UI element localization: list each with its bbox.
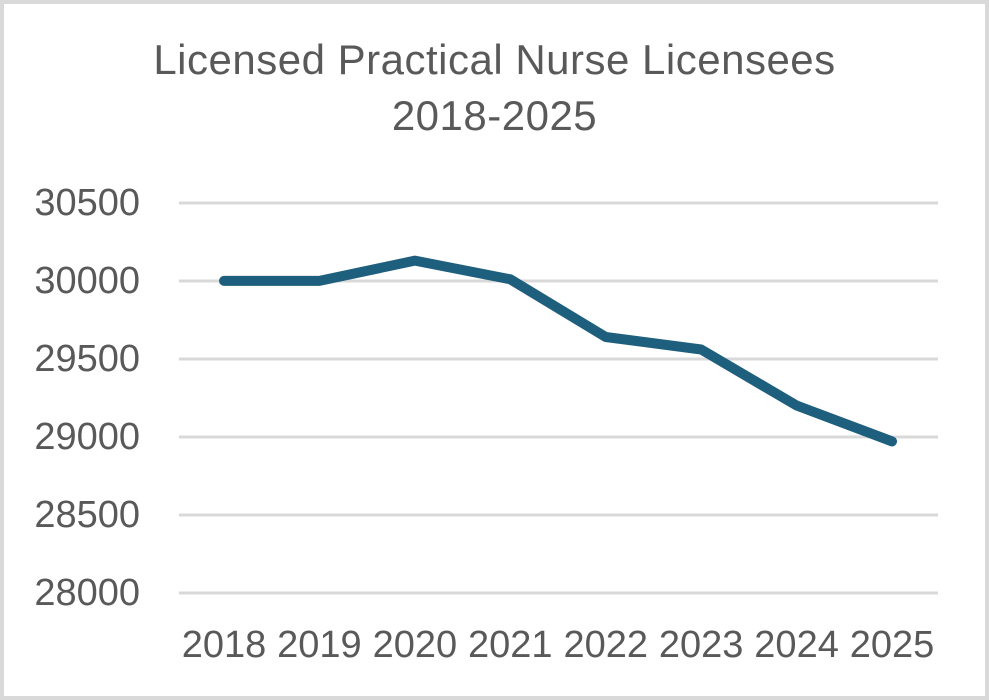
x-axis-tick-label: 2024 — [754, 624, 839, 666]
x-axis-tick-label: 2021 — [468, 624, 553, 666]
x-axis-tick-label: 2020 — [372, 624, 458, 666]
y-axis-tick-label: 28000 — [34, 571, 140, 614]
x-axis-tick-label: 2023 — [658, 624, 744, 666]
x-axis-tick-label: 2025 — [849, 624, 935, 666]
y-axis-tick-label: 29000 — [34, 415, 140, 458]
gridline — [179, 513, 938, 517]
chart-title: Licensed Practical Nurse Licensees 2018-… — [4, 32, 985, 144]
gridline — [179, 357, 938, 361]
chart-title-line1: Licensed Practical Nurse Licensees — [153, 36, 836, 83]
chart-title-line2: 2018-2025 — [391, 92, 598, 139]
data-line — [219, 255, 897, 447]
gridline — [179, 591, 938, 594]
x-axis-tick-label: 2019 — [277, 624, 362, 666]
y-axis-tick-label: 29500 — [34, 337, 140, 380]
gridline — [179, 279, 938, 283]
chart-canvas: Licensed Practical Nurse Licensees 2018-… — [4, 4, 985, 696]
y-axis-tick-label: 30500 — [34, 182, 140, 224]
y-axis-tick-label: 28500 — [34, 493, 140, 536]
line-series-svg — [219, 255, 897, 447]
plot-area: 30500 30000 29500 29000 28500 28000 2018 2019 20… — [4, 4, 985, 696]
gridline — [179, 435, 938, 439]
gridline — [179, 201, 938, 205]
x-axis-tick-label: 2022 — [563, 624, 648, 666]
y-axis-tick-label: 30000 — [34, 259, 140, 302]
x-axis-tick-label: 2018 — [181, 624, 267, 666]
